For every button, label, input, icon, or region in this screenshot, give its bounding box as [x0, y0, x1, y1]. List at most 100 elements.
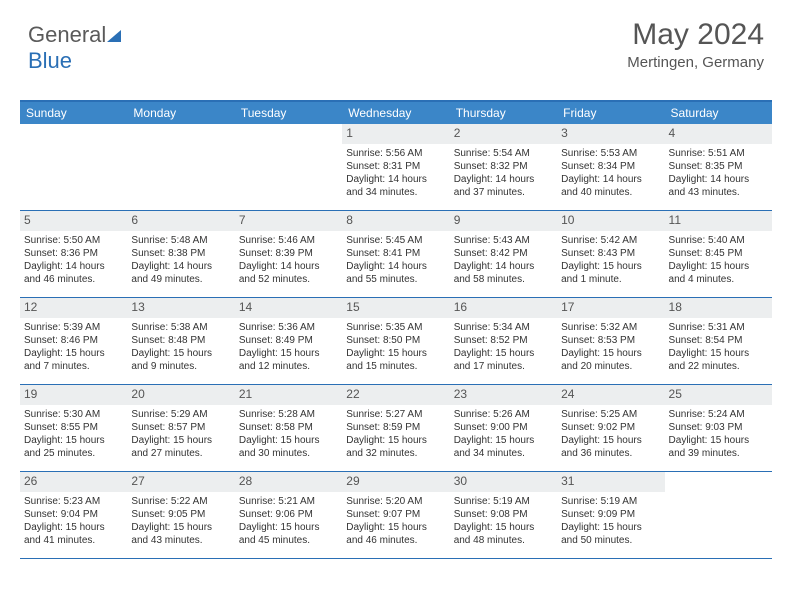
daylight-text: Daylight: 14 hours and 52 minutes.	[239, 260, 338, 286]
weekday-header: Friday	[557, 102, 664, 124]
day-number: 27	[127, 472, 234, 492]
sunset-text: Sunset: 8:49 PM	[239, 334, 338, 347]
sunrise-text: Sunrise: 5:39 AM	[24, 321, 123, 334]
daylight-text: Daylight: 15 hours and 7 minutes.	[24, 347, 123, 373]
day-number: 17	[557, 298, 664, 318]
logo: General Blue	[28, 22, 121, 74]
sunrise-text: Sunrise: 5:48 AM	[131, 234, 230, 247]
daylight-text: Daylight: 14 hours and 46 minutes.	[24, 260, 123, 286]
location-label: Mertingen, Germany	[627, 54, 764, 71]
weekday-header: Sunday	[20, 102, 127, 124]
daylight-text: Daylight: 15 hours and 48 minutes.	[454, 521, 553, 547]
week-row: 12Sunrise: 5:39 AMSunset: 8:46 PMDayligh…	[20, 298, 772, 385]
sunrise-text: Sunrise: 5:42 AM	[561, 234, 660, 247]
day-cell: 8Sunrise: 5:45 AMSunset: 8:41 PMDaylight…	[342, 211, 449, 297]
daylight-text: Daylight: 14 hours and 49 minutes.	[131, 260, 230, 286]
calendar: SundayMondayTuesdayWednesdayThursdayFrid…	[20, 100, 772, 559]
day-number: 20	[127, 385, 234, 405]
sunset-text: Sunset: 8:43 PM	[561, 247, 660, 260]
day-number: 14	[235, 298, 342, 318]
sunrise-text: Sunrise: 5:27 AM	[346, 408, 445, 421]
sunrise-text: Sunrise: 5:56 AM	[346, 147, 445, 160]
day-number: 12	[20, 298, 127, 318]
daylight-text: Daylight: 15 hours and 25 minutes.	[24, 434, 123, 460]
day-cell: 23Sunrise: 5:26 AMSunset: 9:00 PMDayligh…	[450, 385, 557, 471]
day-cell: 10 Sunrise: 5:42 AMSunset: 8:43 PMDayligh…	[557, 211, 664, 297]
day-cell: 21Sunrise: 5:28 AMSunset: 8:58 PMDayligh…	[235, 385, 342, 471]
sunset-text: Sunset: 8:58 PM	[239, 421, 338, 434]
day-cell: 3Sunrise: 5:53 AMSunset: 8:34 PMDaylight…	[557, 124, 664, 210]
daylight-text: Daylight: 14 hours and 37 minutes.	[454, 173, 553, 199]
sunset-text: Sunset: 8:34 PM	[561, 160, 660, 173]
sunrise-text: Sunrise: 5:38 AM	[131, 321, 230, 334]
day-cell: 16Sunrise: 5:34 AMSunset: 8:52 PMDayligh…	[450, 298, 557, 384]
day-number: 22	[342, 385, 449, 405]
day-cell: 6Sunrise: 5:48 AMSunset: 8:38 PMDaylight…	[127, 211, 234, 297]
day-number: 19	[20, 385, 127, 405]
day-number: 24	[557, 385, 664, 405]
day-cell: 27Sunrise: 5:22 AMSunset: 9:05 PMDayligh…	[127, 472, 234, 558]
sunrise-text: Sunrise: 5:54 AM	[454, 147, 553, 160]
day-number: 2	[450, 124, 557, 144]
sunset-text: Sunset: 8:41 PM	[346, 247, 445, 260]
sunset-text: Sunset: 9:03 PM	[669, 421, 768, 434]
sunrise-text: Sunrise: 5:51 AM	[669, 147, 768, 160]
day-number: 13	[127, 298, 234, 318]
day-number: 15	[342, 298, 449, 318]
day-number: 25	[665, 385, 772, 405]
day-cell: 29Sunrise: 5:20 AMSunset: 9:07 PMDayligh…	[342, 472, 449, 558]
sunrise-text: Sunrise: 5:40 AM	[669, 234, 768, 247]
sunrise-text: Sunrise: 5:19 AM	[454, 495, 553, 508]
logo-text-gray: General	[28, 22, 106, 47]
week-row: 26Sunrise: 5:23 AMSunset: 9:04 PMDayligh…	[20, 472, 772, 559]
sunrise-text: Sunrise: 5:25 AM	[561, 408, 660, 421]
sunset-text: Sunset: 8:54 PM	[669, 334, 768, 347]
daylight-text: Daylight: 15 hours and 4 minutes.	[669, 260, 768, 286]
day-cell: 26Sunrise: 5:23 AMSunset: 9:04 PMDayligh…	[20, 472, 127, 558]
daylight-text: Daylight: 15 hours and 27 minutes.	[131, 434, 230, 460]
day-cell: 18Sunrise: 5:31 AMSunset: 8:54 PMDayligh…	[665, 298, 772, 384]
day-cell	[665, 472, 772, 558]
sunrise-text: Sunrise: 5:23 AM	[24, 495, 123, 508]
sunset-text: Sunset: 9:05 PM	[131, 508, 230, 521]
day-cell: 17Sunrise: 5:32 AMSunset: 8:53 PMDayligh…	[557, 298, 664, 384]
logo-triangle-icon	[107, 30, 121, 42]
sunset-text: Sunset: 8:48 PM	[131, 334, 230, 347]
title-block: May 2024 Mertingen, Germany	[627, 18, 764, 71]
sunrise-text: Sunrise: 5:35 AM	[346, 321, 445, 334]
day-number: 1	[342, 124, 449, 144]
sunrise-text: Sunrise: 5:36 AM	[239, 321, 338, 334]
day-cell: 20Sunrise: 5:29 AMSunset: 8:57 PMDayligh…	[127, 385, 234, 471]
day-cell: 25 Sunrise: 5:24 AMSunset: 9:03 PMDayligh…	[665, 385, 772, 471]
day-number: 31	[557, 472, 664, 492]
sunset-text: Sunset: 8:31 PM	[346, 160, 445, 173]
sunset-text: Sunset: 8:57 PM	[131, 421, 230, 434]
sunset-text: Sunset: 8:53 PM	[561, 334, 660, 347]
day-cell: 12Sunrise: 5:39 AMSunset: 8:46 PMDayligh…	[20, 298, 127, 384]
day-cell: 1Sunrise: 5:56 AMSunset: 8:31 PMDaylight…	[342, 124, 449, 210]
sunrise-text: Sunrise: 5:24 AM	[669, 408, 768, 421]
day-number: 26	[20, 472, 127, 492]
daylight-text: Daylight: 15 hours and 1 minute.	[561, 260, 660, 286]
day-number: 30	[450, 472, 557, 492]
daylight-text: Daylight: 15 hours and 39 minutes.	[669, 434, 768, 460]
sunrise-text: Sunrise: 5:26 AM	[454, 408, 553, 421]
sunset-text: Sunset: 8:50 PM	[346, 334, 445, 347]
weekday-header: Monday	[127, 102, 234, 124]
day-cell: 28Sunrise: 5:21 AMSunset: 9:06 PMDayligh…	[235, 472, 342, 558]
daylight-text: Daylight: 14 hours and 58 minutes.	[454, 260, 553, 286]
day-number	[665, 472, 772, 492]
day-cell: 19Sunrise: 5:30 AMSunset: 8:55 PMDayligh…	[20, 385, 127, 471]
sunrise-text: Sunrise: 5:30 AM	[24, 408, 123, 421]
logo-text-blue: Blue	[28, 48, 72, 73]
day-number: 10	[557, 211, 664, 231]
day-cell: 5Sunrise: 5:50 AMSunset: 8:36 PMDaylight…	[20, 211, 127, 297]
sunrise-text: Sunrise: 5:21 AM	[239, 495, 338, 508]
month-title: May 2024	[627, 18, 764, 52]
day-number: 5	[20, 211, 127, 231]
sunrise-text: Sunrise: 5:46 AM	[239, 234, 338, 247]
day-number	[235, 124, 342, 144]
sunset-text: Sunset: 8:36 PM	[24, 247, 123, 260]
day-cell: 31Sunrise: 5:19 AMSunset: 9:09 PMDayligh…	[557, 472, 664, 558]
day-number	[127, 124, 234, 144]
